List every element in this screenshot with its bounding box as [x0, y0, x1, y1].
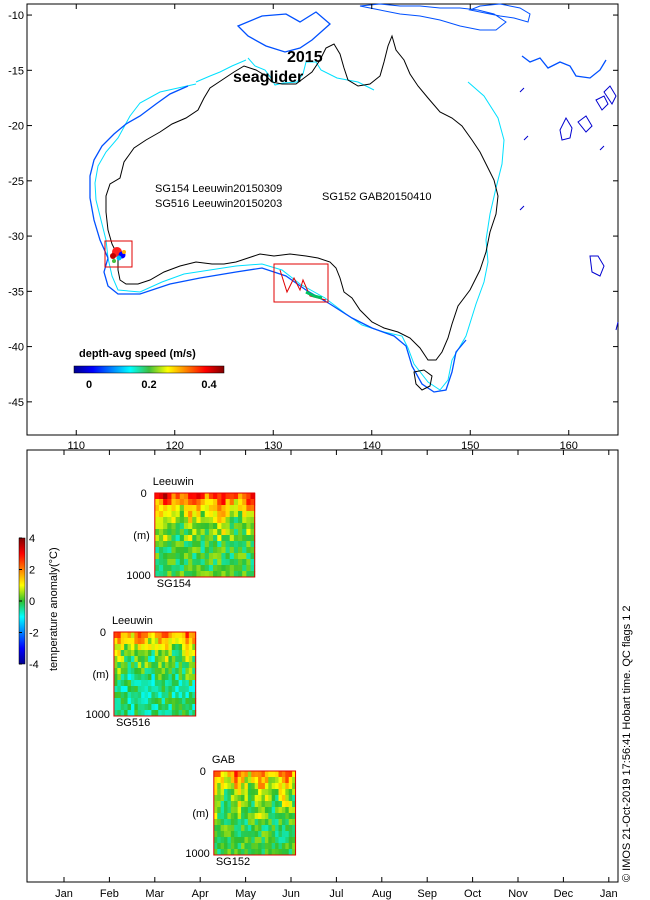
month-tick-label: Aug — [372, 888, 392, 900]
speed-colorbar-ticks: 0 0.2 0.4 — [86, 379, 218, 391]
mission-label-sg516: SG516 Leeuwin20150203 — [155, 198, 282, 210]
depth-unit-label: (m) — [92, 669, 109, 681]
glider-panel-frame — [213, 770, 297, 856]
depth-bottom-label: 1000 — [85, 709, 109, 721]
temperature-anomaly-field — [113, 632, 197, 717]
glider-section-panel: Leeuwin 0 (m) 1000 SG154 — [126, 476, 256, 590]
new-zealand-fragment — [603, 85, 617, 105]
temperature-colorbar-label: temperature anomaly(°C) — [48, 547, 60, 671]
glider-region-label: Leeuwin — [112, 615, 153, 627]
speed-colorbar-tick-label: 0.4 — [201, 379, 217, 391]
shelf-isobath — [94, 57, 505, 391]
map-x-tick-label: 160 — [560, 440, 578, 452]
depth-unit-label: (m) — [133, 530, 150, 542]
glider-id-label: SG152 — [216, 856, 250, 868]
glider-section-panel: GAB 0 (m) 1000 SG152 — [185, 754, 297, 868]
map-x-axis: 110 120 130 140 150 160 — [67, 4, 578, 452]
map-x-tick-label: 150 — [461, 440, 479, 452]
map-y-tick-label: -35 — [8, 286, 24, 298]
map-title-name: seaglider — [233, 69, 303, 86]
month-tick-label: Oct — [464, 888, 481, 900]
glider-section-panels: Leeuwin 0 (m) 1000 SG154 Leeuwin 0 (m) 1000 SG516… — [85, 476, 297, 868]
map-axes-frame — [26, 3, 619, 436]
map-y-tick-label: -25 — [8, 176, 24, 188]
coral-sea-reefs — [519, 87, 619, 331]
map-x-tick-label: 120 — [166, 440, 184, 452]
temperature-colorbar-ticks: 4 2 0 -2 -4 — [19, 533, 39, 671]
depth-top-label: 0 — [200, 766, 206, 778]
mission-label-sg154: SG154 Leeuwin20150309 — [155, 183, 282, 195]
month-axis: Jan Feb Mar Apr May Jun Jul Aug Sep Oct Nov Dec Jan — [55, 450, 618, 900]
footer-credit: © IMOS 21-Oct-2019 17:56:41 Hobart time.… — [621, 605, 633, 882]
month-tick-label: Nov — [508, 888, 528, 900]
map-y-tick-label: -15 — [8, 65, 24, 77]
month-tick-label: Apr — [192, 888, 209, 900]
papua-new-guinea-outline — [359, 3, 531, 31]
month-tick-label: Feb — [100, 888, 119, 900]
temperature-anomaly-field — [213, 771, 297, 856]
map-title-year: 2015 — [287, 49, 323, 66]
temperature-anomaly-field — [154, 493, 256, 578]
month-tick-label: Jul — [329, 888, 343, 900]
speed-colorbar-tick-label: 0 — [86, 379, 92, 391]
map-y-tick-label: -10 — [8, 10, 24, 22]
temperature-colorbar-tick-label: 2 — [29, 565, 35, 577]
map-x-tick-label: 110 — [67, 440, 85, 452]
map-y-axis: -10 -15 -20 -25 -30 -35 -40 -45 — [8, 10, 618, 409]
glider-panel-frame — [154, 492, 256, 578]
timeline-panel: Jan Feb Mar Apr May Jun Jul Aug Sep Oct Nov Dec Jan … — [18, 449, 633, 900]
month-tick-label: Jan — [55, 888, 73, 900]
glider-section-panel: Leeuwin 0 (m) 1000 SG516 — [85, 615, 197, 729]
map-y-tick-label: -30 — [8, 231, 24, 243]
temperature-colorbar-tick-label: 0 — [29, 596, 35, 608]
month-tick-label: Jan — [600, 888, 618, 900]
leeuwin-region-box — [104, 240, 133, 268]
gab-speed-track — [305, 290, 323, 300]
speed-colorbar — [73, 365, 225, 374]
temperature-colorbar-tick-label: -2 — [29, 628, 39, 640]
temperature-colorbar-tick-label: -4 — [29, 659, 39, 671]
glider-id-label: SG154 — [157, 578, 191, 590]
month-tick-label: Jun — [282, 888, 300, 900]
map-x-tick-label: 140 — [363, 440, 381, 452]
glider-region-label: Leeuwin — [153, 476, 194, 488]
map-panel: 110 120 130 140 150 160 -10 -15 -20 -25 -30 -35 -40… — [8, 3, 619, 452]
month-tick-label: Dec — [554, 888, 574, 900]
map-y-tick-label: -20 — [8, 121, 24, 133]
gab-region-box — [273, 263, 329, 303]
speed-colorbar-tick-label: 0.2 — [141, 379, 156, 391]
map-y-tick-label: -45 — [8, 397, 24, 409]
depth-unit-label: (m) — [192, 808, 209, 820]
depth-top-label: 0 — [141, 488, 147, 500]
map-x-tick-label: 130 — [264, 440, 282, 452]
temperature-colorbar-tick-label: 4 — [29, 533, 35, 545]
glider-id-label: SG516 — [116, 717, 150, 729]
depth-top-label: 0 — [100, 627, 106, 639]
mission-label-sg152: SG152 GAB20150410 — [322, 191, 431, 203]
month-tick-label: Sep — [417, 888, 437, 900]
month-tick-label: May — [235, 888, 256, 900]
continental-slope — [89, 11, 607, 393]
month-tick-label: Mar — [145, 888, 164, 900]
glider-panel-frame — [113, 631, 197, 717]
australia-coastline — [105, 34, 499, 361]
tasmania-outline — [413, 369, 433, 391]
depth-bottom-label: 1000 — [126, 570, 150, 582]
map-y-tick-label: -40 — [8, 342, 24, 354]
depth-bottom-label: 1000 — [185, 848, 209, 860]
speed-colorbar-label: depth-avg speed (m/s) — [79, 348, 196, 360]
glider-region-label: GAB — [212, 754, 235, 766]
leeuwin-speed-tracks — [110, 247, 126, 263]
